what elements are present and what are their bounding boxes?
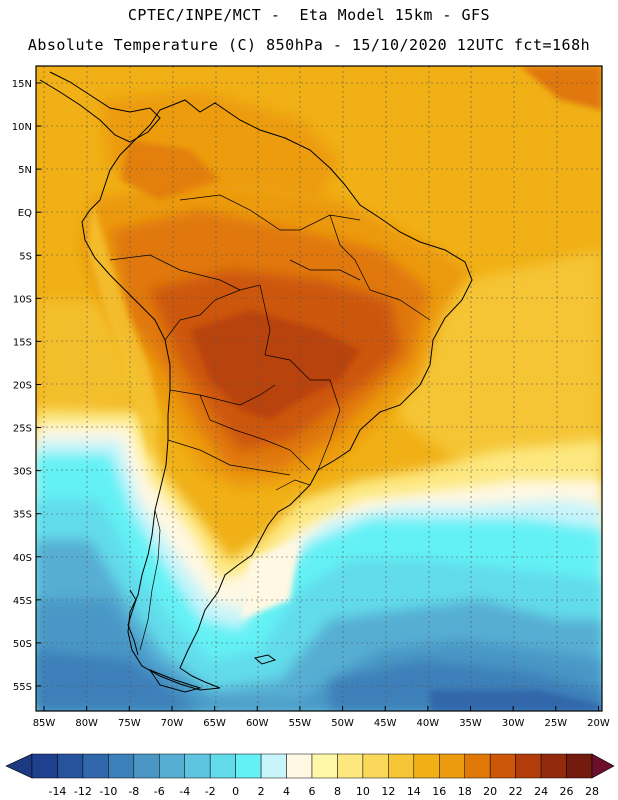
lon-label: 70W (161, 718, 184, 729)
lat-label: EQ (18, 208, 32, 219)
lat-label: 5S (19, 251, 32, 262)
colorbar-tick-label: 6 (309, 785, 316, 798)
colorbar-tick-label: 18 (458, 785, 472, 798)
colorbar-swatch (31, 753, 58, 779)
colorbar-tick-label: 22 (509, 785, 523, 798)
colorbar-tick-label: -2 (205, 785, 216, 798)
colorbar-swatch (464, 753, 491, 779)
colorbar-tick-label: -12 (74, 785, 92, 798)
colorbar-tick-label: 4 (283, 785, 290, 798)
plot-frame (35, 65, 603, 712)
colorbar-tick-label: 10 (356, 785, 370, 798)
lat-label: 45S (13, 596, 32, 607)
colorbar-swatch (439, 753, 465, 779)
colorbar-tick-label: 0 (232, 785, 239, 798)
colorbar-tick-label: -10 (99, 785, 117, 798)
colorbar-swatch (515, 753, 542, 779)
lat-label: 10N (12, 122, 32, 133)
temperature-field (36, 66, 602, 711)
lon-label: 65W (203, 718, 226, 729)
country-borders (109, 194, 431, 651)
colorbar-tick-label: 24 (534, 785, 548, 798)
lat-label: 30S (13, 467, 32, 478)
central-america-coast (39, 71, 161, 143)
graticule (36, 66, 602, 711)
lat-label: 10S (13, 294, 32, 305)
lat-label: 15S (13, 337, 32, 348)
colorbar-tick-label: 14 (407, 785, 421, 798)
colorbar-tick-label: -8 (128, 785, 139, 798)
lat-label: 55S (13, 682, 32, 693)
coastline (39, 71, 473, 693)
colorbar-tick-label: 28 (585, 785, 599, 798)
map-title-line2: Absolute Temperature (C) 850hPa - 15/10/… (27, 36, 591, 54)
lat-label: 20S (13, 380, 32, 391)
lat-label: 35S (13, 510, 32, 521)
lon-label: 60W (246, 718, 269, 729)
latitude-labels: 15N 10N 5N EQ 5S 10S 15S 20S 25S 30S 35S 40S 45S 50S 5… (12, 79, 41, 693)
falkland-islands (253, 654, 277, 665)
colorbar-swatch (388, 753, 415, 779)
colorbar-swatch (133, 753, 160, 779)
colorbar-swatch (566, 753, 593, 779)
lon-label: 55W (289, 718, 312, 729)
lon-label: 40W (417, 718, 440, 729)
lon-label: 50W (331, 718, 354, 729)
colorbar-swatch (540, 753, 567, 779)
colorbar-under-arrow (5, 753, 33, 779)
lat-label: 40S (13, 553, 32, 564)
longitude-labels: 85W 80W 75W 70W 65W 60W 55W 50W 45W 40W 35W 30W 25W 2… (33, 706, 610, 729)
colorbar-swatch (82, 753, 109, 779)
south-america-coast (81, 99, 473, 691)
lon-label: 30W (502, 718, 525, 729)
lon-label: 20W (587, 718, 610, 729)
colorbar-swatch (159, 753, 185, 779)
colorbar-tick-label: 8 (334, 785, 341, 798)
tierra-del-fuego (148, 668, 202, 693)
lat-label: 50S (13, 639, 32, 650)
colorbar-tick-label: 20 (483, 785, 497, 798)
lat-label: 15N (12, 79, 32, 90)
colorbar-tick-label: -14 (48, 785, 66, 798)
colorbar-swatch (184, 753, 211, 779)
lon-label: 85W (33, 718, 56, 729)
colorbar-tick-label: 26 (560, 785, 574, 798)
colorbar-tick-label: 2 (258, 785, 265, 798)
lon-label: 75W (118, 718, 141, 729)
colorbar-swatch (413, 753, 440, 779)
chile-islands (127, 589, 139, 656)
colorbar-tick-label: -6 (154, 785, 165, 798)
lat-label: 5N (18, 165, 32, 176)
colorbar-swatch (260, 753, 287, 779)
colorbar-swatch (337, 753, 364, 779)
colorbar-swatch (209, 753, 236, 779)
colorbar-swatch (108, 753, 135, 779)
lon-label: 25W (544, 718, 567, 729)
colorbar-swatch (362, 753, 389, 779)
lon-label: 80W (75, 718, 98, 729)
colorbar-swatch (311, 753, 338, 779)
lat-label: 25S (13, 424, 32, 435)
lon-label: 45W (374, 718, 397, 729)
lon-label: 35W (459, 718, 482, 729)
colorbar-tick-label: 16 (432, 785, 446, 798)
colorbar-tick-label: 12 (381, 785, 395, 798)
map-title-line1: CPTEC/INPE/MCT - Eta Model 15km - GFS (127, 6, 491, 24)
colorbar-swatch (57, 753, 84, 779)
colorbar-over-arrow (591, 753, 615, 779)
colorbar-swatch (489, 753, 516, 779)
colorbar-swatch (235, 753, 262, 779)
colorbar-swatch (286, 753, 313, 779)
colorbar-tick-label: -4 (179, 785, 190, 798)
colorbar: -14 -12 -10 -8 -6 -4 -2 0 2 4 6 8 10 12 14 16 18 20 22 24 26… (5, 753, 615, 798)
